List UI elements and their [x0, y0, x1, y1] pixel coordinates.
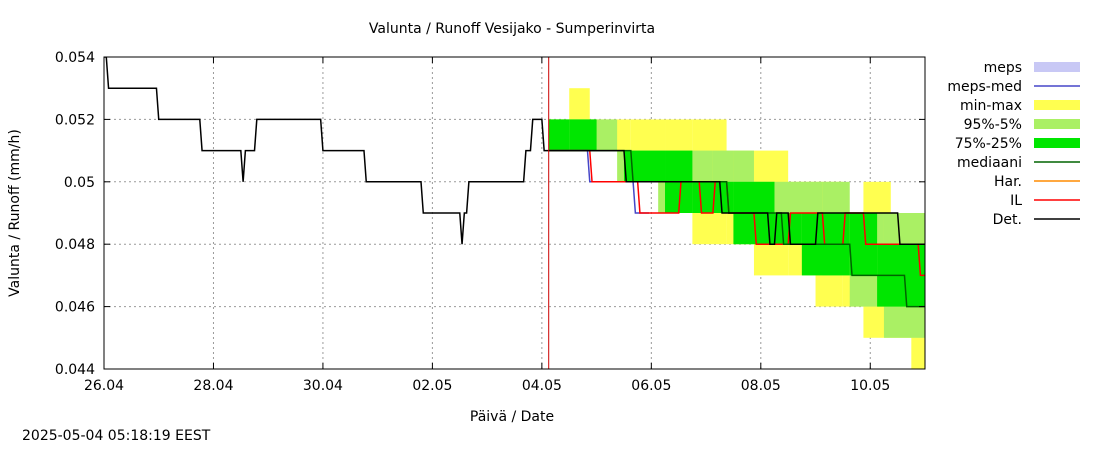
y-axis-label: Valunta / Runoff (mm/h): [7, 129, 23, 297]
legend-label: mediaani: [957, 155, 1022, 171]
y-tick-label: 0.05: [64, 175, 95, 191]
x-tick-label: 08.05: [741, 378, 781, 394]
plot-frame: [103, 56, 926, 370]
x-tick-label: 04.05: [522, 378, 562, 394]
legend-label: meps-med: [947, 79, 1022, 95]
legend-label: 95%-5%: [964, 117, 1022, 133]
x-tick-label: 06.05: [631, 378, 671, 394]
legend-label: IL: [1010, 193, 1022, 209]
y-tick-label: 0.054: [55, 50, 95, 66]
y-tick-label: 0.052: [55, 112, 95, 128]
legend-label: meps: [984, 60, 1022, 76]
x-axis-label: Päivä / Date: [470, 409, 554, 425]
mediaani-line: [548, 149, 925, 308]
band-75-25: [623, 150, 666, 182]
y-tick-label: 0.048: [55, 237, 95, 253]
x-tick-label: 10.05: [850, 378, 890, 394]
det-observed-line: [104, 57, 549, 245]
legend-swatch: [1034, 119, 1080, 129]
legend-label: Det.: [993, 212, 1022, 228]
legend-label: Har.: [994, 174, 1022, 190]
legend-label: min-max: [960, 98, 1022, 114]
x-tick-label: 02.05: [412, 378, 452, 394]
band-75-25: [548, 119, 570, 151]
legend: meps meps-med min-max 95%-5% 75%-25% mediaani…: [947, 60, 1080, 228]
legend-label: 75%-25%: [955, 136, 1022, 152]
series-lines: [104, 57, 925, 369]
y-axis-ticks: 0.044 0.046 0.048 0.05 0.052 0.054: [55, 50, 925, 378]
chart-title: Valunta / Runoff Vesijako - Sumperinvirt…: [369, 21, 655, 37]
det-forecast-line: [548, 149, 925, 245]
y-tick-label: 0.046: [55, 300, 95, 316]
x-tick-label: 26.04: [84, 378, 124, 394]
legend-swatch: [1034, 138, 1080, 148]
x-axis-ticks: 26.04 28.04 30.04 02.05 04.05 06.05 08.05 10.05: [84, 57, 890, 394]
band-75-25: [569, 119, 597, 151]
footer-timestamp: 2025-05-04 05:18:19 EEST: [22, 428, 211, 444]
x-tick-label: 28.04: [193, 378, 233, 394]
legend-swatch: [1034, 62, 1080, 72]
legend-swatch: [1034, 100, 1080, 110]
y-tick-label: 0.044: [55, 362, 95, 378]
forecast-bands: [548, 88, 925, 369]
x-tick-label: 30.04: [303, 378, 343, 394]
